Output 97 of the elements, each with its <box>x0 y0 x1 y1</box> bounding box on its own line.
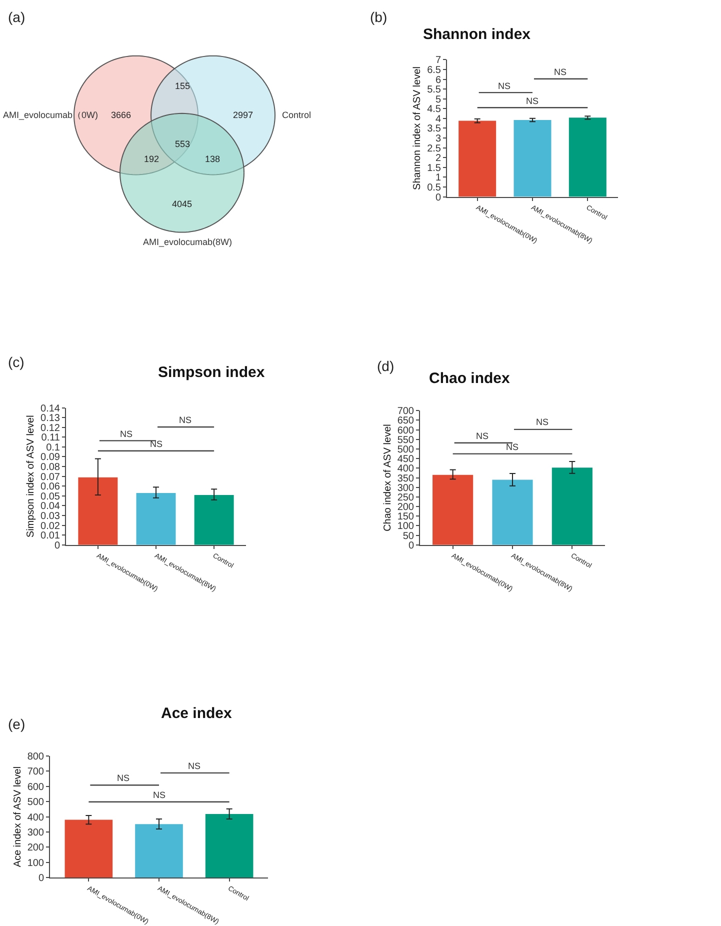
y-tick-label: 0.11 <box>41 432 60 444</box>
y-tick-label: 650 <box>397 416 414 427</box>
y-tick-label: 200 <box>27 842 44 854</box>
bar <box>205 814 254 878</box>
bar <box>432 474 474 545</box>
y-tick-label: 7 <box>435 55 442 66</box>
bar <box>194 494 234 545</box>
y-tick-label: 0.03 <box>40 511 60 522</box>
text: 192 <box>144 154 160 164</box>
bar <box>552 468 592 545</box>
y-axis-title: Shannon index of ASV level <box>412 66 424 190</box>
bar <box>136 492 176 545</box>
ref-line-label: NS <box>150 439 163 449</box>
text: (b) <box>370 9 388 25</box>
y-tick-label: 100 <box>397 521 414 532</box>
text: AMI_evolocumab（0W) <box>3 110 98 120</box>
y-tick-label: 0.05 <box>40 491 60 502</box>
annotation: NS <box>554 67 567 77</box>
y-tick-label: 0.09 <box>40 452 60 464</box>
bar <box>64 820 113 878</box>
y-tick-label: 2 <box>435 153 442 164</box>
text: 155 <box>175 81 190 91</box>
y-tick-label: 300 <box>397 482 414 494</box>
y-tick-label: 2.5 <box>427 143 442 154</box>
y-tick-label: 3.5 <box>427 124 442 135</box>
y-tick-label: 700 <box>27 766 44 778</box>
chart-title: Ace index <box>161 705 233 722</box>
ref-line-label: NS <box>506 442 519 452</box>
annotation: NS <box>117 773 130 783</box>
y-tick-label: 500 <box>397 444 414 456</box>
y-tick-label: 600 <box>27 782 44 793</box>
y-tick-label: 450 <box>397 454 414 466</box>
text: (a) <box>8 9 26 25</box>
y-tick-label: 800 <box>27 751 44 762</box>
bar <box>135 824 183 878</box>
annotation: NS <box>498 81 511 91</box>
y-tick-label: 0 <box>54 540 60 552</box>
y-tick-label: 0 <box>408 540 414 552</box>
y-tick-label: 350 <box>397 473 414 484</box>
y-tick-label: 200 <box>397 502 414 514</box>
annotation: NS <box>476 431 489 441</box>
y-tick-label: 100 <box>27 858 44 869</box>
y-tick-label: 600 <box>397 425 414 436</box>
text: 4045 <box>172 199 192 209</box>
y-tick-label: 0.07 <box>40 472 60 483</box>
y-tick-label: 5.5 <box>427 84 442 96</box>
y-axis-title: Simpson index of ASV level <box>26 415 37 538</box>
y-tick-label: 1 <box>435 172 442 184</box>
chart-title: Chao index <box>429 370 510 387</box>
annotation: NS <box>179 415 192 425</box>
text: 3666 <box>111 110 132 120</box>
y-tick-label: 0.08 <box>40 462 60 474</box>
y-tick-label: 0.01 <box>40 530 60 542</box>
text: (d) <box>377 358 394 374</box>
text: 138 <box>205 154 220 164</box>
bar <box>492 480 533 545</box>
y-tick-label: 0.14 <box>40 403 60 414</box>
text: 553 <box>175 139 190 149</box>
y-tick-label: 0.5 <box>427 182 442 194</box>
y-tick-label: 0.13 <box>40 413 60 424</box>
text: 2997 <box>233 110 254 120</box>
y-tick-label: 0.1 <box>46 442 60 454</box>
y-tick-label: 3 <box>435 134 442 145</box>
y-tick-label: 500 <box>27 797 44 808</box>
y-tick-label: 4.5 <box>427 104 442 116</box>
y-tick-label: 0.06 <box>40 482 60 493</box>
bar <box>78 477 118 545</box>
chart-title: Shannon index <box>423 26 532 43</box>
y-tick-label: 300 <box>27 827 44 838</box>
y-tick-label: 6.5 <box>427 64 442 76</box>
y-tick-label: 700 <box>397 406 414 418</box>
ref-line-label: NS <box>153 790 166 800</box>
chart-title: Simpson index <box>158 364 266 381</box>
y-tick-label: 0 <box>435 192 442 204</box>
y-tick-label: 400 <box>397 464 414 475</box>
text: (c) <box>8 354 24 370</box>
annotation: NS <box>188 761 201 771</box>
y-axis-title: Chao index of ASV level <box>382 424 394 532</box>
annotation: NS <box>536 417 549 427</box>
text: (e) <box>8 716 26 732</box>
y-tick-label: 1.5 <box>427 162 442 174</box>
y-tick-label: 50 <box>402 530 414 542</box>
y-axis-title: Ace index of ASV level <box>12 766 24 868</box>
y-tick-label: 0 <box>38 873 44 884</box>
y-tick-label: 0.02 <box>40 520 60 532</box>
y-tick-label: 0.12 <box>40 422 60 434</box>
y-tick-label: 6 <box>435 74 442 86</box>
y-tick-label: 150 <box>397 512 414 523</box>
y-tick-label: 5 <box>435 94 442 106</box>
y-tick-label: 4 <box>435 114 442 125</box>
y-tick-label: 400 <box>27 812 44 824</box>
y-tick-label: 0.04 <box>40 501 60 512</box>
y-tick-label: 550 <box>397 434 414 446</box>
ref-line-label: NS <box>526 96 539 106</box>
text: Control <box>282 110 312 120</box>
y-tick-label: 250 <box>397 492 414 504</box>
annotation: NS <box>120 429 133 439</box>
